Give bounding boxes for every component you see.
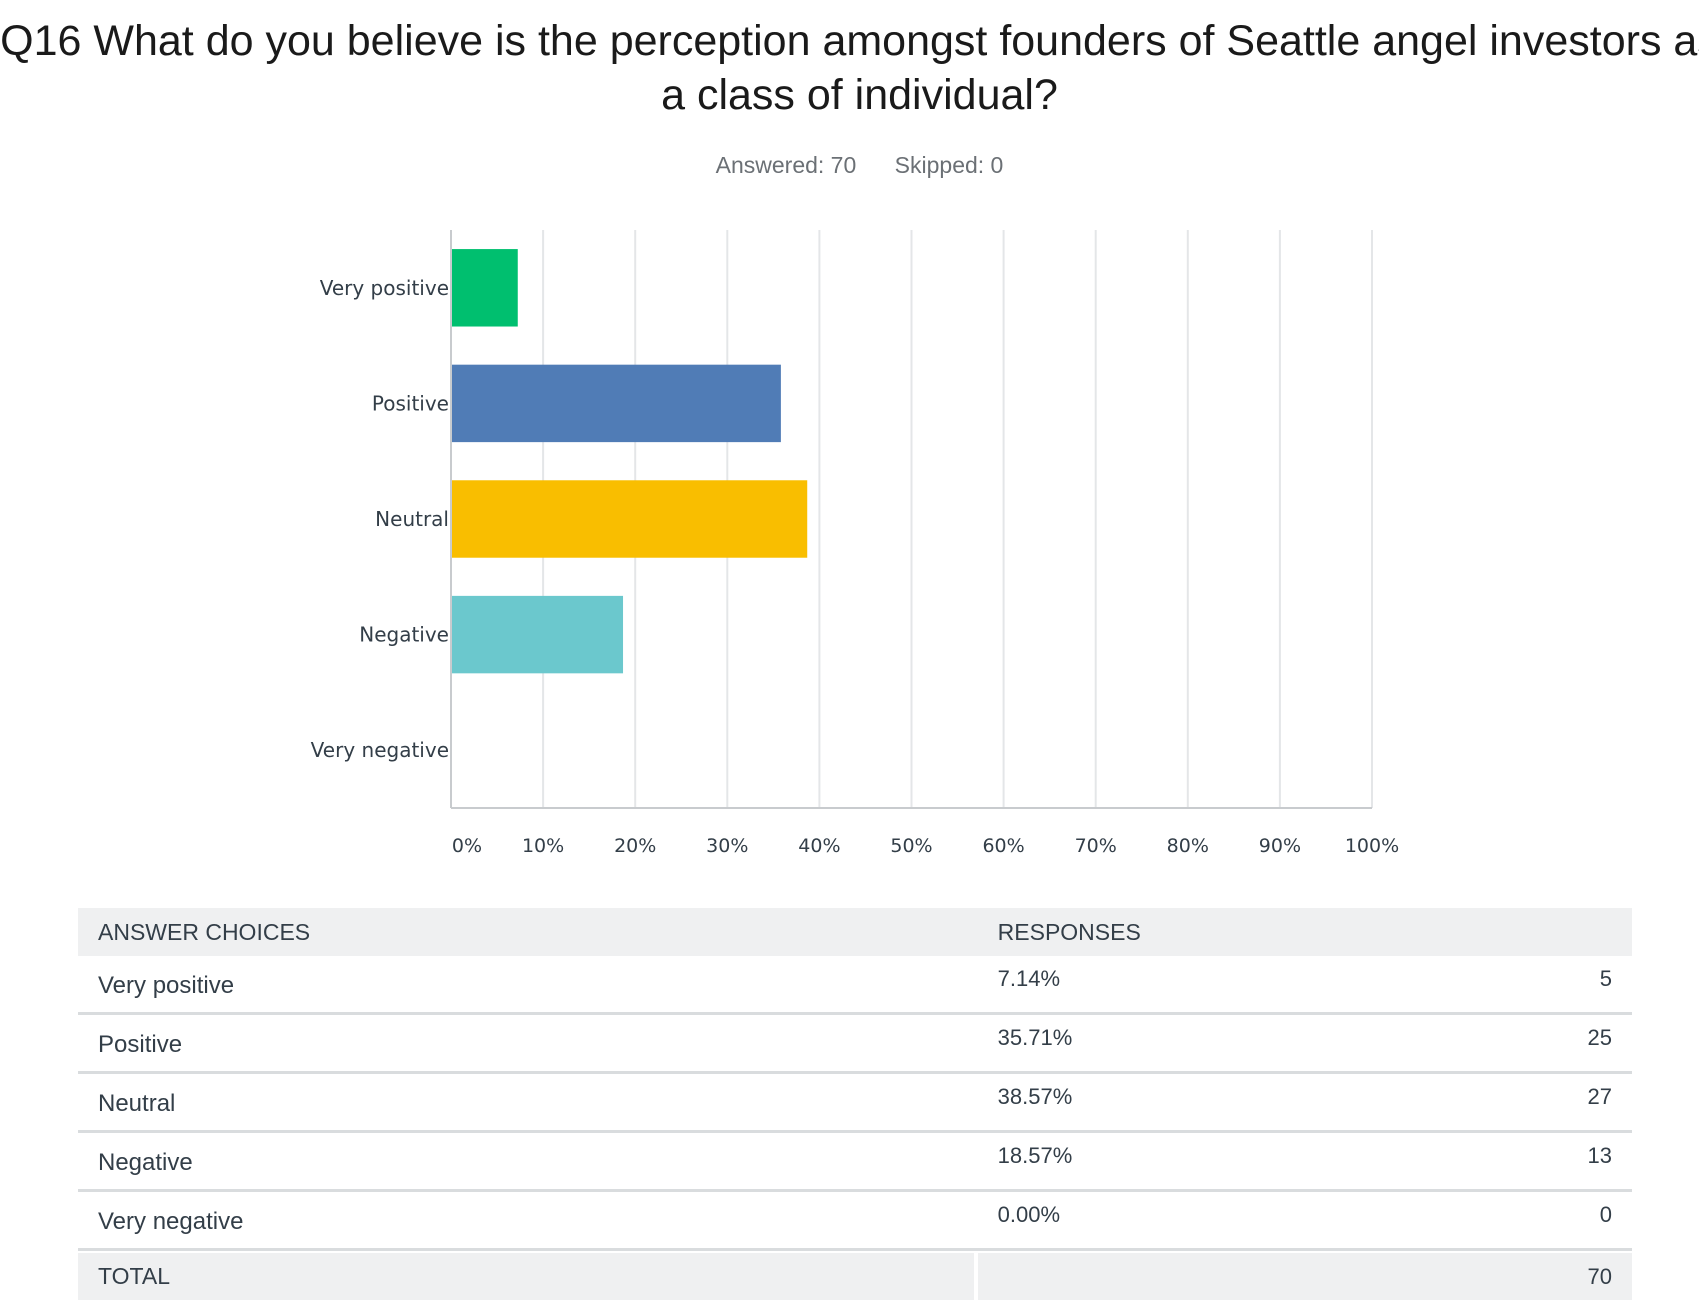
category-label: Neutral	[375, 507, 449, 531]
skipped-count: Skipped: 0	[894, 152, 1004, 178]
response-count: 27	[1587, 1084, 1612, 1109]
category-labels: Very positive Positive Neutral Negative Very…	[311, 276, 449, 762]
x-tick-label: 60%	[982, 835, 1024, 857]
response-values: 7.14% 5	[978, 956, 1632, 1012]
category-label: Very negative	[311, 738, 449, 762]
x-tick-label: 80%	[1167, 835, 1209, 857]
header-answer-choices: ANSWER CHOICES	[78, 908, 974, 956]
response-count: 5	[1599, 966, 1612, 991]
grid-lines: 0% 10% 20% 30% 40% 50% 60% 70% 80% 90% 100%	[450, 230, 1399, 857]
answer-choice: Neutral	[98, 1090, 176, 1117]
table-row: Very negative 0.00% 0	[78, 1192, 1632, 1251]
response-count: 25	[1587, 1025, 1612, 1050]
response-count: 0	[1599, 1202, 1612, 1227]
x-tick-label: 50%	[890, 835, 932, 857]
question-title: Q16 What do you believe is the perceptio…	[0, 17, 1699, 119]
total-label: TOTAL	[78, 1253, 974, 1300]
category-label: Very positive	[320, 276, 449, 300]
answer-choice: Very negative	[98, 1208, 244, 1235]
x-tick-label: 20%	[614, 835, 656, 857]
response-values: 38.57% 27	[978, 1074, 1632, 1130]
category-label: Negative	[359, 623, 449, 647]
category-label: Positive	[372, 391, 449, 415]
bars	[452, 249, 808, 674]
x-tick-label: 10%	[522, 835, 564, 857]
response-count: 13	[1587, 1143, 1612, 1168]
answered-count: Answered: 70	[715, 152, 857, 178]
x-tick-label: 30%	[706, 835, 748, 857]
response-percent: 38.57%	[997, 1084, 1073, 1109]
bar-chart: 0% 10% 20% 30% 40% 50% 60% 70% 80% 90% 100% Very p…	[311, 230, 1399, 857]
x-tick-label: 90%	[1259, 835, 1301, 857]
table-row: Very positive 7.14% 5	[78, 956, 1632, 1015]
table-row: Neutral 38.57% 27	[78, 1074, 1632, 1133]
response-values: 18.57% 13	[978, 1133, 1632, 1189]
response-percent: 35.71%	[997, 1025, 1073, 1050]
x-tick-label: 40%	[798, 835, 840, 857]
response-summary: Answered: 70 Skipped: 0	[0, 152, 1699, 179]
table-row: Negative 18.57% 13	[78, 1133, 1632, 1192]
header-responses: RESPONSES	[977, 908, 1632, 956]
answer-choice: Negative	[98, 1149, 193, 1176]
bar	[452, 364, 781, 443]
table-header: ANSWER CHOICES RESPONSES	[78, 908, 1632, 956]
x-tick-label: 70%	[1075, 835, 1117, 857]
responses-table: ANSWER CHOICES RESPONSES Very positive 7.…	[78, 908, 1632, 1300]
answer-choice: Very positive	[98, 972, 235, 999]
table-row: Positive 35.71% 25	[78, 1015, 1632, 1074]
bar	[452, 595, 624, 674]
bar	[452, 480, 808, 558]
response-values: 35.71% 25	[978, 1015, 1632, 1071]
table-total-row: TOTAL 70	[78, 1253, 1632, 1300]
x-tick-label: 0%	[452, 835, 482, 857]
total-value: 70	[977, 1253, 1632, 1300]
response-values: 0.00% 0	[978, 1192, 1632, 1248]
response-percent: 18.57%	[997, 1143, 1073, 1168]
response-percent: 0.00%	[997, 1202, 1061, 1227]
table-body: Very positive 7.14% 5 Positive 35.71% 25 Neutr…	[78, 956, 1632, 1251]
response-percent: 7.14%	[997, 966, 1061, 991]
x-tick-label: 100%	[1345, 835, 1399, 857]
bar	[452, 249, 518, 327]
answer-choice: Positive	[98, 1031, 183, 1058]
